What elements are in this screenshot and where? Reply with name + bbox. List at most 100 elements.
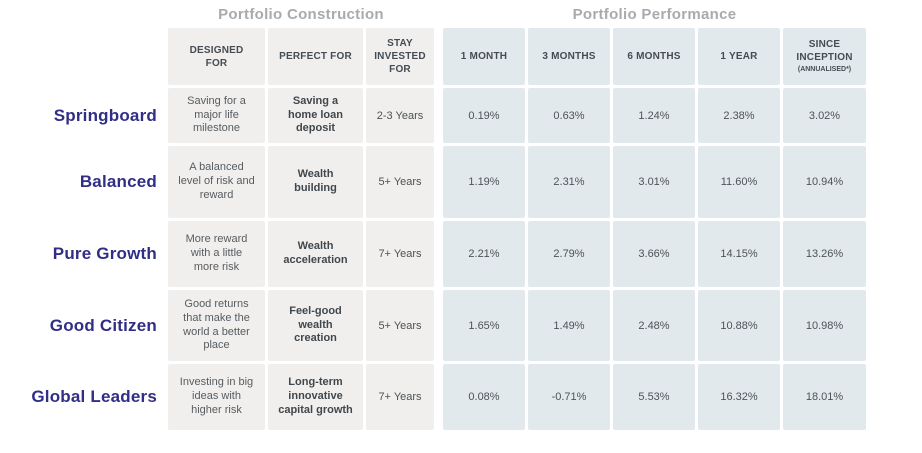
- portfolio-name-cell: Balanced: [0, 146, 165, 218]
- stay-invested-cell: 5+ Years: [366, 290, 434, 361]
- designed-for-text: Investing in big ideas with higher risk: [179, 376, 254, 416]
- col-header-1-year: 1 YEAR: [698, 28, 780, 85]
- perfect-for-text: Wealth acceleration: [283, 240, 348, 266]
- stay-invested-cell: 7+ Years: [366, 221, 434, 287]
- portfolio-name-cell: Global Leaders: [0, 364, 165, 430]
- portfolio-name: Good Citizen: [49, 315, 157, 335]
- return-1-year: 2.38%: [723, 109, 755, 122]
- stay-invested-text: 7+ Years: [378, 248, 422, 260]
- perfect-for-text: Wealth building: [294, 168, 337, 194]
- return-6-months: 3.66%: [638, 248, 670, 260]
- since-inception-label: SINCE INCEPTION: [796, 39, 853, 64]
- corner-spacer: [0, 28, 165, 85]
- col-header-since-inception: SINCE INCEPTION (ANNUALISED*): [783, 28, 866, 85]
- return-inception-cell: 13.26%: [783, 221, 866, 287]
- return-1-month-cell: 1.65%: [443, 290, 525, 361]
- return-6-months-cell: 5.53%: [613, 364, 695, 430]
- stay-invested-text: 2-3 Years: [376, 109, 424, 122]
- perfect-for-cell: Long-term innovative capital growth: [268, 364, 363, 430]
- return-3-months: -0.71%: [551, 391, 587, 403]
- portfolio-name: Global Leaders: [31, 387, 157, 406]
- return-1-year-cell: 11.60%: [698, 146, 780, 218]
- designed-for-text: Saving for a major life milestone: [187, 94, 246, 135]
- table-row: Balanced A balanced level of risk and re…: [0, 146, 922, 218]
- stay-invested-text: 7+ Years: [378, 391, 422, 403]
- return-1-month: 0.19%: [468, 109, 500, 122]
- return-1-month: 1.19%: [468, 176, 500, 188]
- return-inception-cell: 3.02%: [783, 88, 866, 143]
- return-3-months-cell: 0.63%: [528, 88, 610, 143]
- return-3-months: 2.79%: [553, 248, 585, 260]
- col-header-designed-for: DESIGNED FOR: [168, 28, 265, 85]
- return-3-months: 2.31%: [553, 176, 585, 188]
- designed-for-cell: More reward with a little more risk: [168, 221, 265, 287]
- return-1-month: 0.08%: [468, 391, 500, 403]
- return-inception-cell: 10.98%: [783, 290, 866, 361]
- designed-for-cell: Saving for a major life milestone: [168, 88, 265, 143]
- performance-section-title: Portfolio Performance: [572, 5, 737, 23]
- portfolio-name-cell: Springboard: [0, 88, 165, 143]
- stay-invested-text: 5+ Years: [378, 176, 422, 188]
- return-6-months-cell: 1.24%: [613, 88, 695, 143]
- table-row: Springboard Saving for a major life mile…: [0, 88, 922, 143]
- portfolio-name-cell: Good Citizen: [0, 290, 165, 361]
- return-1-month-cell: 2.21%: [443, 221, 525, 287]
- return-inception: 10.94%: [805, 176, 844, 188]
- return-6-months-cell: 3.66%: [613, 221, 695, 287]
- portfolio-name: Springboard: [53, 105, 157, 125]
- col-header-1-month: 1 MONTH: [443, 28, 525, 85]
- return-1-year: 14.15%: [720, 248, 758, 260]
- portfolio-name: Balanced: [79, 172, 157, 191]
- return-3-months-cell: -0.71%: [528, 364, 610, 430]
- return-1-year-cell: 10.88%: [698, 290, 780, 361]
- return-6-months-cell: 2.48%: [613, 290, 695, 361]
- perfect-for-text: Feel-good wealth creation: [289, 304, 342, 345]
- perfect-for-text: Saving a home loan deposit: [287, 94, 343, 135]
- stay-invested-cell: 5+ Years: [366, 146, 434, 218]
- annualised-note: (ANNUALISED*): [797, 66, 852, 74]
- designed-for-cell: Good returns that make the world a bette…: [168, 290, 265, 361]
- table-row: Global Leaders Investing in big ideas wi…: [0, 364, 922, 430]
- return-inception: 10.98%: [805, 319, 844, 332]
- stay-invested-cell: 2-3 Years: [366, 88, 434, 143]
- table-header-row: DESIGNED FOR PERFECT FOR STAY INVESTED F…: [0, 28, 922, 85]
- stay-invested-cell: 7+ Years: [366, 364, 434, 430]
- return-6-months: 3.01%: [638, 176, 670, 188]
- return-6-months: 5.53%: [638, 391, 670, 403]
- return-1-year-cell: 14.15%: [698, 221, 780, 287]
- return-1-year-cell: 2.38%: [698, 88, 780, 143]
- return-3-months: 0.63%: [553, 109, 585, 122]
- col-header-3-months: 3 MONTHS: [528, 28, 610, 85]
- designed-for-cell: Investing in big ideas with higher risk: [168, 364, 265, 430]
- perfect-for-cell: Feel-good wealth creation: [268, 290, 363, 361]
- col-header-stay-invested: STAY INVESTED FOR: [366, 28, 434, 85]
- return-inception-cell: 18.01%: [783, 364, 866, 430]
- return-6-months-cell: 3.01%: [613, 146, 695, 218]
- portfolio-name: Pure Growth: [52, 244, 157, 263]
- return-1-year: 10.88%: [720, 319, 758, 332]
- return-inception: 13.26%: [805, 248, 844, 260]
- return-1-month-cell: 0.08%: [443, 364, 525, 430]
- section-titles-row: Portfolio Construction Portfolio Perform…: [0, 0, 922, 28]
- return-inception-cell: 10.94%: [783, 146, 866, 218]
- perfect-for-text: Long-term innovative capital growth: [278, 376, 353, 416]
- designed-for-text: More reward with a little more risk: [185, 233, 248, 273]
- perfect-for-cell: Wealth acceleration: [268, 221, 363, 287]
- return-3-months-cell: 1.49%: [528, 290, 610, 361]
- return-inception: 18.01%: [805, 391, 844, 403]
- return-1-month: 1.65%: [468, 319, 500, 332]
- table-row: Good Citizen Good returns that make the …: [0, 290, 922, 361]
- portfolio-name-cell: Pure Growth: [0, 221, 165, 287]
- perfect-for-cell: Saving a home loan deposit: [268, 88, 363, 143]
- designed-for-text: Good returns that make the world a bette…: [183, 297, 250, 352]
- return-6-months: 2.48%: [638, 319, 670, 332]
- return-1-year-cell: 16.32%: [698, 364, 780, 430]
- return-1-month: 2.21%: [468, 248, 500, 260]
- return-1-year: 16.32%: [720, 391, 758, 403]
- return-1-year: 11.60%: [720, 176, 758, 188]
- return-6-months: 1.24%: [638, 109, 670, 122]
- stay-invested-text: 5+ Years: [378, 319, 422, 332]
- return-1-month-cell: 0.19%: [443, 88, 525, 143]
- col-header-perfect-for: PERFECT FOR: [268, 28, 363, 85]
